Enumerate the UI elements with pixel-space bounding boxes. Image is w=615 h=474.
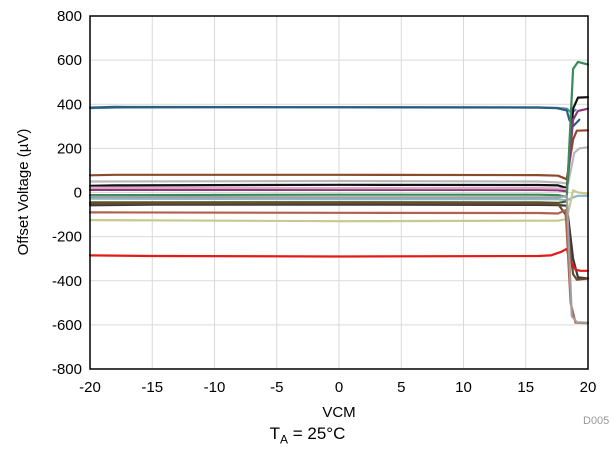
y-tick-label-6: 400	[57, 96, 82, 113]
y-tick-labels: -800 -600 -400 -200 0 200 400 600 800	[52, 8, 82, 378]
y-tick-label-2: -400	[52, 273, 82, 290]
x-tick-label-3: -5	[270, 379, 283, 396]
x-tick-label-7: 15	[517, 379, 534, 396]
y-tick-label-3: -200	[52, 229, 82, 246]
y-tick-label-7: 600	[57, 52, 82, 69]
y-tick-label-0: -800	[52, 361, 82, 378]
series-line-2	[88, 105, 581, 128]
y-tick-label-4: 0	[74, 185, 82, 202]
grid	[90, 16, 588, 369]
caption-value: = 25°C	[288, 424, 346, 443]
series-line-7	[88, 186, 568, 191]
x-tick-label-1: -15	[141, 379, 163, 396]
series-line-3	[88, 146, 590, 185]
series-line-12	[88, 202, 590, 281]
y-tick-label-1: -600	[52, 317, 82, 334]
x-tick-label-0: -20	[79, 379, 101, 396]
y-tick-label-5: 200	[57, 140, 82, 157]
series-line-16	[88, 194, 590, 324]
series-line-13	[88, 189, 590, 223]
x-tick-label-4: 0	[335, 379, 343, 396]
plot-frame	[89, 15, 589, 370]
series-line-6	[88, 107, 590, 193]
series-line-4	[88, 129, 590, 181]
x-tick-labels: -20 -15 -10 -5 0 5 10 15 20	[79, 379, 596, 396]
series-line-9	[88, 194, 590, 202]
caption-subscript: A	[280, 432, 289, 447]
y-tick-label-8: 800	[57, 8, 82, 25]
x-tick-label-8: 20	[580, 379, 597, 396]
x-tick-label-2: -10	[204, 379, 226, 396]
series-line-14	[88, 247, 590, 272]
y-axis-label: Offset Voltage (µV)	[15, 129, 32, 256]
series-line-5	[88, 96, 590, 190]
x-tick-label-5: 5	[397, 379, 405, 396]
caption-symbol: T	[269, 424, 280, 443]
series-lines	[88, 60, 590, 325]
x-axis-label: VCM	[322, 404, 355, 421]
temperature-caption: TA = 25°C	[0, 424, 615, 446]
x-tick-label-6: 10	[455, 379, 472, 396]
figure-id: D005	[583, 415, 609, 427]
